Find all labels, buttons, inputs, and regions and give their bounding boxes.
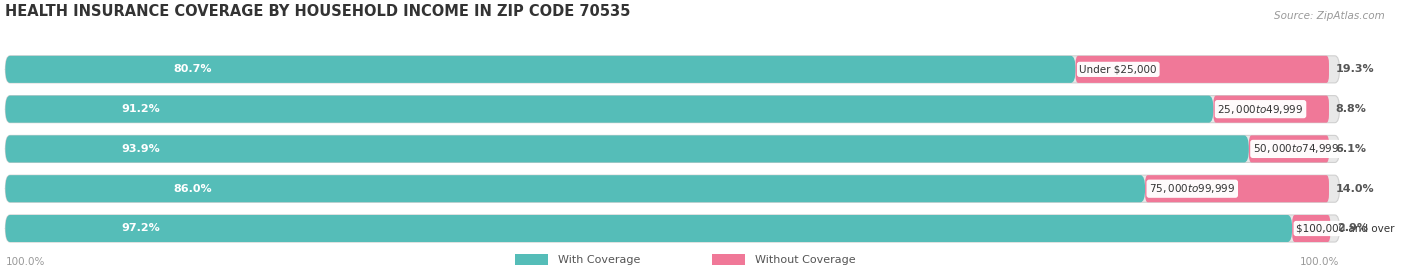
Text: 86.0%: 86.0% [173,184,212,194]
Text: Without Coverage: Without Coverage [755,255,856,265]
Text: 14.0%: 14.0% [1336,184,1374,194]
Text: HEALTH INSURANCE COVERAGE BY HOUSEHOLD INCOME IN ZIP CODE 70535: HEALTH INSURANCE COVERAGE BY HOUSEHOLD I… [6,4,631,19]
FancyBboxPatch shape [6,175,1340,202]
Text: 93.9%: 93.9% [121,144,160,154]
Text: With Coverage: With Coverage [558,255,641,265]
Text: 8.8%: 8.8% [1336,104,1367,114]
Text: 97.2%: 97.2% [121,224,160,234]
FancyBboxPatch shape [6,175,1144,202]
FancyBboxPatch shape [1076,56,1329,83]
Text: 91.2%: 91.2% [121,104,160,114]
Text: $50,000 to $74,999: $50,000 to $74,999 [1253,143,1339,156]
Text: 6.1%: 6.1% [1336,144,1367,154]
FancyBboxPatch shape [6,96,1213,123]
FancyBboxPatch shape [1249,135,1329,163]
FancyBboxPatch shape [711,254,745,265]
FancyBboxPatch shape [515,254,548,265]
Text: 100.0%: 100.0% [6,256,45,266]
Text: $75,000 to $99,999: $75,000 to $99,999 [1149,182,1236,195]
FancyBboxPatch shape [6,215,1340,242]
FancyBboxPatch shape [6,56,1076,83]
Text: Source: ZipAtlas.com: Source: ZipAtlas.com [1274,11,1385,21]
FancyBboxPatch shape [1213,96,1329,123]
Text: Under $25,000: Under $25,000 [1080,64,1157,74]
FancyBboxPatch shape [1144,175,1329,202]
FancyBboxPatch shape [6,96,1340,123]
Text: $25,000 to $49,999: $25,000 to $49,999 [1218,103,1303,116]
Text: 2.9%: 2.9% [1337,224,1368,234]
Text: 80.7%: 80.7% [173,64,212,74]
FancyBboxPatch shape [6,56,1340,83]
FancyBboxPatch shape [6,215,1292,242]
FancyBboxPatch shape [6,135,1340,163]
Text: 100.0%: 100.0% [1301,256,1340,266]
FancyBboxPatch shape [1292,215,1330,242]
Text: $100,000 and over: $100,000 and over [1296,224,1395,234]
Text: 19.3%: 19.3% [1336,64,1374,74]
FancyBboxPatch shape [6,135,1249,163]
